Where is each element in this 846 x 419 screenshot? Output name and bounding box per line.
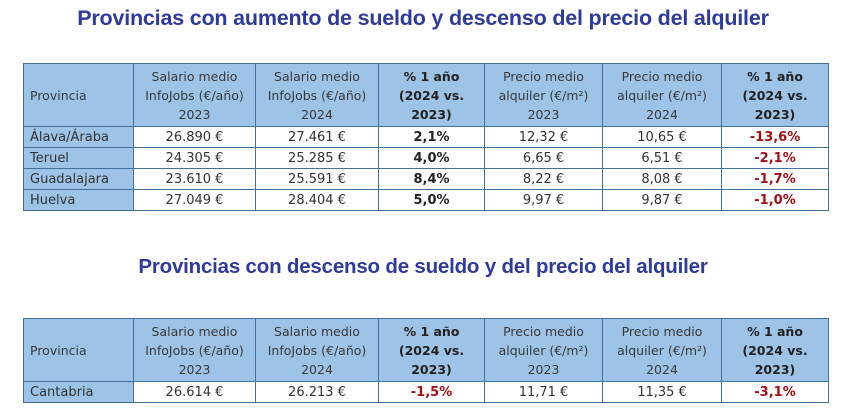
cell-salario-pct: 2,1% [378,126,485,148]
cell-salario-pct: -1,5% [378,381,485,403]
cell-provincia: Álava/Áraba [23,126,134,148]
header-alquiler-2024: Precio medio alquiler (€/m²) 2024 [602,63,722,127]
header-provincia: Provincia [23,63,134,127]
cell-alquiler-2023: 9,97 € [484,189,603,211]
cell-salario-pct: 5,0% [378,189,485,211]
cell-alquiler-2024: 6,51 € [602,147,722,169]
cell-alquiler-pct: -3,1% [721,381,829,403]
cell-salario-2024: 25.591 € [255,168,379,190]
cell-salario-2023: 24.305 € [133,147,256,169]
header-provincia: Provincia [23,318,134,382]
table-row: Teruel 24.305 € 25.285 € 4,0% 6,65 € 6,5… [23,147,829,169]
cell-salario-2023: 26.614 € [133,381,256,403]
cell-alquiler-pct: -13,6% [721,126,829,148]
cell-alquiler-2023: 11,71 € [484,381,603,403]
cell-alquiler-2023: 12,32 € [484,126,603,148]
cell-provincia: Teruel [23,147,134,169]
cell-salario-2024: 26.213 € [255,381,379,403]
cell-alquiler-pct: -1,0% [721,189,829,211]
header-salario-2023: Salario medio InfoJobs (€/año) 2023 [133,318,256,382]
table-row: Huelva 27.049 € 28.404 € 5,0% 9,97 € 9,8… [23,189,829,211]
cell-alquiler-2024: 9,87 € [602,189,722,211]
cell-salario-pct: 8,4% [378,168,485,190]
cell-alquiler-2023: 8,22 € [484,168,603,190]
table-row: Cantabria 26.614 € 26.213 € -1,5% 11,71 … [23,381,829,403]
header-salario-pct: % 1 año (2024 vs. 2023) [378,63,485,127]
section2-title: Provincias con descenso de sueldo y del … [138,255,708,278]
section1-title: Provincias con aumento de sueldo y desce… [77,6,769,30]
cell-salario-2023: 27.049 € [133,189,256,211]
table-row: Guadalajara 23.610 € 25.591 € 8,4% 8,22 … [23,168,829,190]
header-alquiler-2023: Precio medio alquiler (€/m²) 2023 [484,318,603,382]
cell-salario-2024: 28.404 € [255,189,379,211]
cell-alquiler-pct: -1,7% [721,168,829,190]
cell-salario-2024: 27.461 € [255,126,379,148]
cell-provincia: Guadalajara [23,168,134,190]
cell-salario-2023: 26.890 € [133,126,256,148]
header-alquiler-pct: % 1 año (2024 vs. 2023) [721,63,829,127]
header-alquiler-2024: Precio medio alquiler (€/m²) 2024 [602,318,722,382]
table-salary-up-rent-down: Provincia Salario medio InfoJobs (€/año)… [23,63,829,211]
table-header-row: Provincia Salario medio InfoJobs (€/año)… [23,318,829,382]
header-salario-pct: % 1 año (2024 vs. 2023) [378,318,485,382]
table-row: Álava/Áraba 26.890 € 27.461 € 2,1% 12,32… [23,126,829,148]
header-alquiler-2023: Precio medio alquiler (€/m²) 2023 [484,63,603,127]
header-salario-2024: Salario medio InfoJobs (€/año) 2024 [255,63,379,127]
cell-salario-2024: 25.285 € [255,147,379,169]
cell-alquiler-2024: 10,65 € [602,126,722,148]
table-header-row: Provincia Salario medio InfoJobs (€/año)… [23,63,829,127]
cell-provincia: Huelva [23,189,134,211]
cell-alquiler-pct: -2,1% [721,147,829,169]
cell-salario-pct: 4,0% [378,147,485,169]
cell-alquiler-2024: 8,08 € [602,168,722,190]
cell-alquiler-2023: 6,65 € [484,147,603,169]
header-salario-2023: Salario medio InfoJobs (€/año) 2023 [133,63,256,127]
header-alquiler-pct: % 1 año (2024 vs. 2023) [721,318,829,382]
header-salario-2024: Salario medio InfoJobs (€/año) 2024 [255,318,379,382]
table-salary-down-rent-down: Provincia Salario medio InfoJobs (€/año)… [23,318,829,403]
cell-alquiler-2024: 11,35 € [602,381,722,403]
cell-provincia: Cantabria [23,381,134,403]
cell-salario-2023: 23.610 € [133,168,256,190]
